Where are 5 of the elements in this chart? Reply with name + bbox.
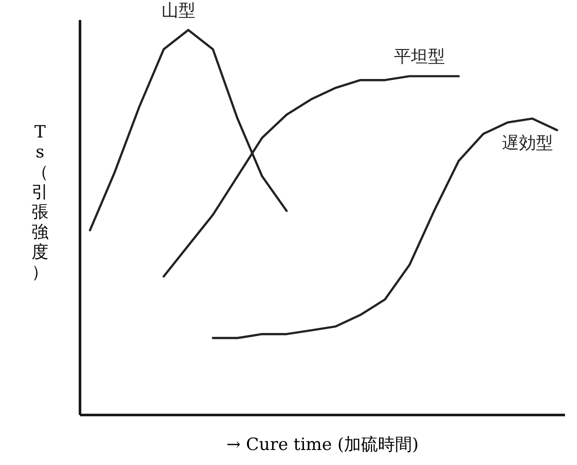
y-axis-title: Ts（引張強度） bbox=[32, 122, 48, 282]
series-label: 遅効型 bbox=[502, 134, 553, 154]
series-label: 平坦型 bbox=[394, 47, 446, 68]
x-axis-title: → Cure time (加硫時間) bbox=[226, 435, 419, 455]
series-label: 山型 bbox=[161, 1, 196, 21]
